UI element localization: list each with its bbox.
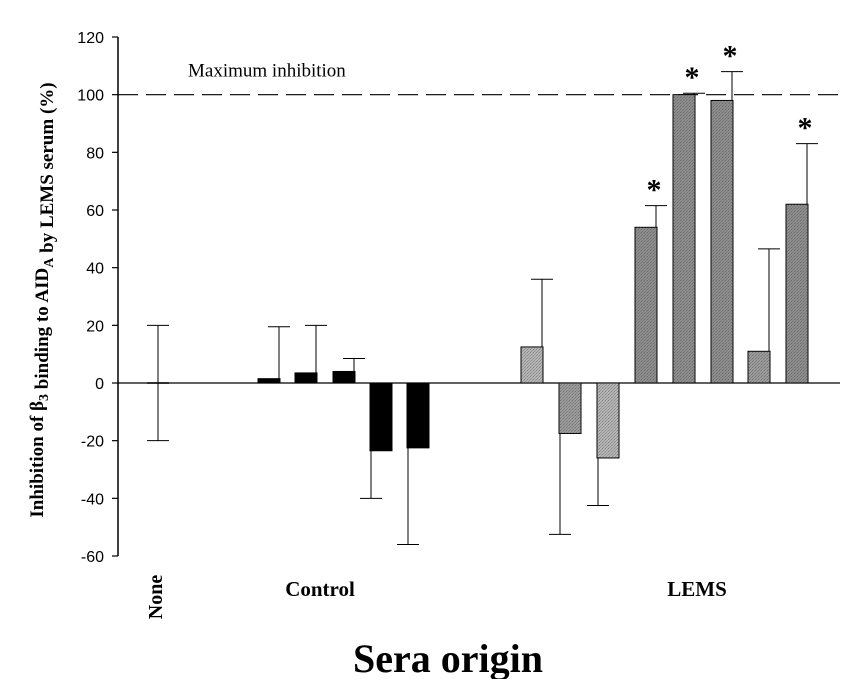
bar-texture [635,227,657,383]
max-inhibition-label: Maximum inhibition [188,61,346,82]
y-tick-label: 0 [95,376,104,393]
bar-item: * [785,112,818,384]
reference-line-group: Maximum inhibition [118,61,840,96]
x-axis-title: Sera origin [353,636,543,679]
y-tick-label: -60 [81,549,104,566]
labels-group: None Control LEMS Sera origin Inhibition of … [27,82,727,679]
significance-star: * [798,112,813,145]
bar [257,378,281,384]
y-tick-label: -20 [81,434,104,451]
bar-texture [748,351,770,383]
bar-item: * [710,40,743,384]
significance-star: * [723,40,738,73]
bar-item [520,278,553,384]
y-tick-label: 100 [77,88,104,105]
bar-texture [521,346,543,383]
group-label-lems: LEMS [667,577,727,601]
bar-texture [559,383,581,434]
bar-texture [673,94,695,384]
bar-texture [597,383,619,458]
bar-item [549,382,582,535]
bar-item [587,382,620,507]
y-axis-title-subscript: A [42,257,57,268]
bar-texture [711,100,733,383]
bar-item: * [672,61,705,384]
y-tick-label: 120 [77,30,104,47]
y-tick-label: 40 [86,261,104,278]
y-tick-label: 80 [86,145,104,162]
axes: -60 -40 -20 0 20 40 60 80 100 120 [77,30,840,566]
y-axis-title: Inhibition of β3 binding to AIDA by LEMS… [27,82,58,517]
bar-item [397,382,430,545]
bar-texture [786,204,808,383]
y-axis-title-part: Inhibition of β [27,401,48,518]
group-label-control: Control [285,577,355,601]
bar-item [294,324,327,384]
bar-item [332,357,365,384]
bar [406,382,430,449]
bars-group: * * * * [147,40,818,545]
y-tick-label: 60 [86,203,104,220]
bar-item [147,324,169,442]
bar-item: * [634,174,667,384]
y-tick-label: -40 [81,491,104,508]
group-label-none: None [145,575,167,620]
bar [332,370,356,384]
y-axis-title-part: by LEMS serum (%) [37,82,58,257]
significance-star: * [647,174,662,207]
bar-item [360,382,393,499]
y-axis-title-subscript: 3 [37,394,52,401]
bar [369,382,393,452]
bar-item [747,248,780,384]
y-axis-title-part: binding to AID [32,268,53,394]
y-tick-label: 20 [86,318,104,335]
bar-item [257,326,290,384]
bar [294,372,318,384]
significance-star: * [685,61,700,94]
